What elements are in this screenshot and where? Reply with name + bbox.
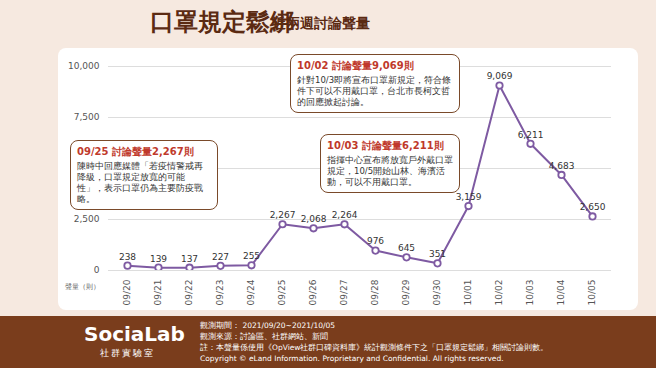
svg-text:4,683: 4,683	[549, 161, 575, 171]
svg-text:238: 238	[119, 252, 136, 262]
svg-text:2,267: 2,267	[270, 210, 296, 220]
svg-text:10/01: 10/01	[463, 280, 473, 306]
svg-text:976: 976	[367, 236, 384, 246]
svg-text:9,069: 9,069	[487, 71, 513, 81]
html-text:陳時中回應媒體「若疫情警戒再降級，口罩規定放寬的可能性」，表: 陳時中回應媒體「若疫情警戒再降級，口罩規定放寬的可能性」，表示口罩仍為主要防疫戰…	[77, 161, 203, 204]
svg-text:09/27: 09/27	[339, 280, 349, 306]
svg-text:聲量（則）: 聲量（則）	[65, 283, 100, 291]
html-text:近兩週討論聲量: 近兩週討論聲量	[272, 15, 370, 31]
svg-text:09/25: 09/25	[277, 280, 287, 306]
svg-text:10/03: 10/03	[525, 280, 535, 306]
html-text:觀測來源：討論區、社群網站、新聞: 觀測來源：討論區、社群網站、新聞	[200, 332, 328, 341]
svg-text:2,068: 2,068	[301, 214, 327, 224]
svg-text:139: 139	[150, 254, 167, 264]
svg-text:09/26: 09/26	[308, 279, 318, 305]
svg-text:0: 0	[94, 265, 100, 275]
svg-text:137: 137	[181, 254, 198, 264]
svg-text:645: 645	[398, 243, 415, 253]
svg-text:09/30: 09/30	[432, 279, 442, 305]
svg-text:09/22: 09/22	[184, 280, 194, 306]
svg-text:10/05: 10/05	[587, 280, 597, 306]
svg-text:09/23: 09/23	[215, 280, 225, 306]
svg-text:2,650: 2,650	[580, 202, 606, 212]
html-text:SociaLab: SociaLab	[84, 322, 185, 346]
html-text:指揮中心宣布將放寬戶外戴口罩規定，10/5開始山林、海濱活動: 指揮中心宣布將放寬戶外戴口罩規定，10/5開始山林、海濱活動，可以不用戴口罩。	[327, 155, 453, 187]
svg-text:09/28: 09/28	[370, 279, 380, 305]
svg-text:10/04: 10/04	[556, 279, 566, 305]
html-text:09/25 討論聲量2,267則: 09/25 討論聲量2,267則	[77, 146, 194, 157]
svg-text:7,500: 7,500	[74, 112, 100, 122]
svg-text:227: 227	[212, 252, 229, 262]
html-text:10/03 討論聲量6,211則: 10/03 討論聲量6,211則	[327, 140, 444, 151]
svg-text:10/02: 10/02	[494, 280, 504, 306]
svg-text:3,159: 3,159	[456, 192, 482, 202]
html-text:註：本聲量係使用《OpView社群口碑資料庫》統計觀測條件下: 註：本聲量係使用《OpView社群口碑資料庫》統計觀測條件下之「口罩規定鬆綁」相…	[200, 343, 549, 352]
svg-text:09/21: 09/21	[153, 280, 163, 306]
svg-text:09/24: 09/24	[246, 279, 256, 305]
svg-text:2,264: 2,264	[332, 210, 358, 220]
html-text:觀測期間： 2021/09/20~2021/10/05: 觀測期間： 2021/09/20~2021/10/05	[200, 321, 336, 330]
svg-text:255: 255	[243, 251, 260, 261]
html-text:10/02 討論聲量9,069則: 10/02 討論聲量9,069則	[297, 60, 414, 71]
svg-text:6,211: 6,211	[518, 130, 544, 140]
svg-text:10,000: 10,000	[68, 61, 100, 71]
svg-text:09/20: 09/20	[122, 279, 132, 305]
html-text:社群實驗室: 社群實驗室	[100, 348, 155, 358]
html-text:口罩規定鬆綁: 口罩規定鬆綁	[150, 8, 294, 36]
svg-text:2,500: 2,500	[74, 214, 100, 224]
svg-text:351: 351	[429, 249, 446, 259]
svg-text:09/29: 09/29	[401, 279, 411, 305]
html-text:Copyright © eLand Information.: Copyright © eLand Information. Proprieta…	[200, 354, 504, 363]
html-text:針對10/3即將宣布口罩新規定，符合條件下可以不用戴口罩，台: 針對10/3即將宣布口罩新規定，符合條件下可以不用戴口罩，台北市長柯文哲的回應掀…	[297, 75, 452, 107]
